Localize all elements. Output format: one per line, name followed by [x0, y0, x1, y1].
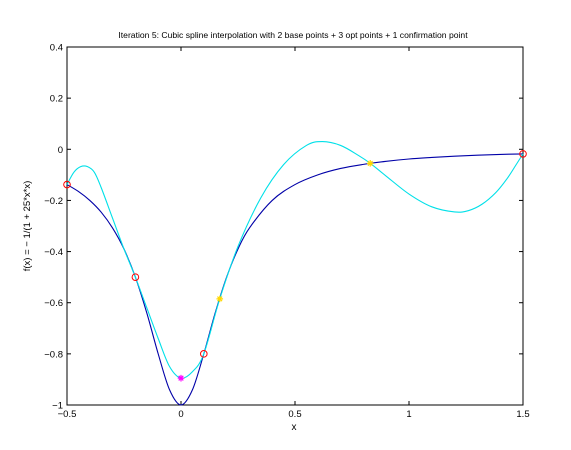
y-tick-label: 0 [58, 145, 63, 156]
chart-title: Iteration 5: Cubic spline interpolation … [118, 30, 468, 40]
x-tick-label: 1.5 [516, 409, 529, 420]
x-tick-label: 0.5 [288, 409, 301, 420]
data-point-circle [131, 273, 140, 281]
y-axis-label: f(x) = − 1/(1 + 25*x*x) [22, 181, 33, 272]
data-point-circle [519, 150, 527, 158]
x-tick-label: 0 [178, 409, 183, 420]
y-tick-label: 0.2 [50, 94, 63, 105]
data-point-star [366, 160, 374, 167]
data-point-star [177, 374, 185, 382]
y-tick-label: −0.6 [44, 298, 63, 309]
y-tick-label: −0.2 [44, 196, 63, 207]
y-tick-label: −1 [52, 401, 63, 412]
y-tick-label: −0.4 [44, 247, 63, 258]
axes-frame [66, 46, 524, 406]
series-line-1 [66, 141, 524, 379]
data-point-star [216, 295, 224, 303]
y-tick-label: −0.8 [44, 349, 63, 360]
data-point-circle [200, 350, 208, 358]
x-axis-label: x [292, 422, 297, 433]
plot-area: −0.5 0 0.5 1 1.5 0.4 0.2 0 −0.2 −0.4 −0.6 −0.8 −1 [44, 43, 529, 421]
x-tick-label: −0.5 [58, 409, 77, 420]
data-point-circle [63, 180, 71, 189]
series-line-0 [66, 153, 524, 406]
x-tick-label: 1 [406, 409, 411, 420]
y-tick-label: 0.4 [50, 43, 63, 54]
